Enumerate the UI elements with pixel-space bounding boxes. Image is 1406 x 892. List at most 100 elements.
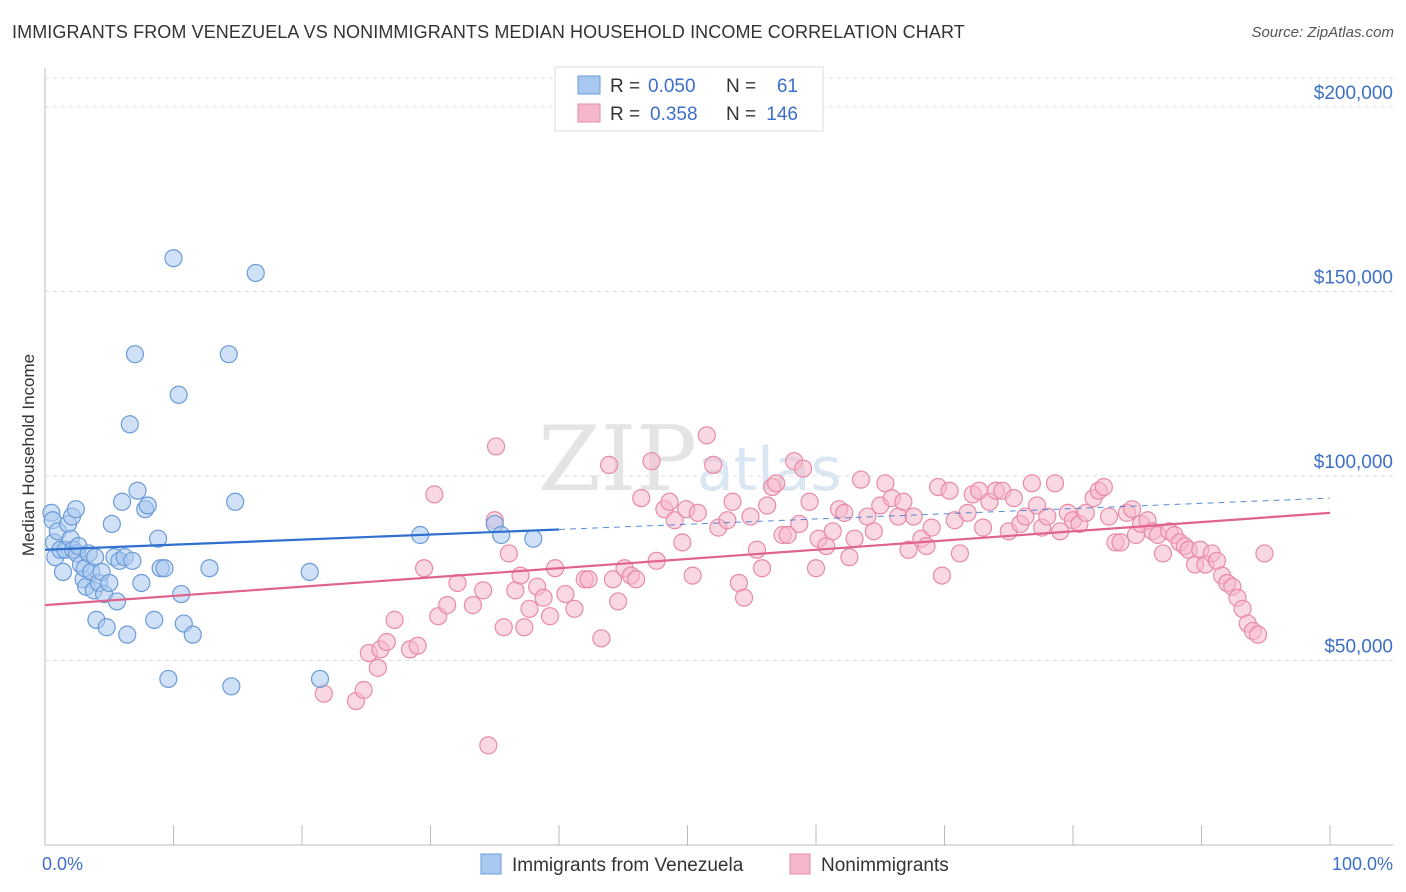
y-tick-label-3: $200,000: [1314, 83, 1393, 104]
nonimmigrants-point-73: [823, 522, 842, 541]
bottom-legend-label-nonimmigrants: Nonimmigrants: [821, 855, 949, 876]
venezuela-point-37: [123, 551, 142, 570]
legend-r-label-1: R =: [610, 76, 640, 97]
legend-n-value-2: 146: [766, 104, 798, 125]
venezuela-point-62: [492, 525, 511, 545]
nonimmigrants-point-119: [1094, 477, 1113, 497]
venezuela-point-48: [164, 249, 183, 268]
nonimmigrants-point-120: [1099, 507, 1119, 526]
y-tick-label-2: $150,000: [1314, 267, 1393, 288]
legend-n-value-1: 61: [777, 76, 798, 97]
legend-n-label-2: N =: [726, 104, 756, 125]
nonimmigrants-point-33: [579, 570, 598, 589]
nonimmigrants-point-99: [973, 518, 993, 537]
nonimmigrants-point-95: [950, 544, 970, 563]
nonimmigrants-point-6: [377, 632, 396, 652]
venezuela-point-58: [300, 562, 319, 582]
nonimmigrants-point-41: [632, 488, 651, 508]
nonimmigrants-point-28: [540, 607, 560, 626]
venezuela-point-59: [310, 669, 330, 689]
nonimmigrants-point-10: [414, 559, 434, 578]
series-nonimmigrants: [314, 426, 1274, 755]
legend-n-label-1: N =: [726, 76, 756, 97]
venezuela-point-49: [169, 385, 188, 404]
nonimmigrants-point-21: [499, 544, 518, 563]
y-tick-label-1: $100,000: [1314, 452, 1393, 473]
nonimmigrants-point-116: [1076, 503, 1095, 522]
venezuela-point-28: [100, 573, 119, 593]
nonimmigrants-point-15: [463, 596, 483, 615]
nonimmigrants-point-51: [697, 426, 716, 445]
nonimmigrants-point-148: [1248, 625, 1268, 644]
nonimmigrants-point-50: [688, 503, 707, 522]
nonimmigrants-point-69: [800, 492, 819, 511]
nonimmigrants-point-68: [794, 459, 813, 478]
series-legend: Immigrants from Venezuela Nonimmigrants: [480, 853, 949, 876]
bottom-legend-label-venezuela: Immigrants from Venezuela: [512, 855, 744, 876]
nonimmigrants-point-80: [864, 522, 883, 541]
nonimmigrants-point-90: [922, 518, 941, 537]
nonimmigrants-point-9: [408, 636, 427, 655]
venezuela-point-27: [97, 618, 116, 637]
nonimmigrants-point-31: [565, 599, 584, 618]
nonimmigrants-point-59: [747, 540, 766, 559]
nonimmigrants-point-42: [642, 452, 661, 471]
nonimmigrants-point-70: [806, 559, 826, 578]
venezuela-point-56: [226, 492, 245, 511]
venezuela-point-52: [183, 625, 202, 644]
x-tick-label-0: 0.0%: [42, 854, 83, 874]
nonimmigrants-point-19: [486, 437, 506, 456]
legend-swatch-venezuela: [577, 75, 601, 95]
venezuela-point-35: [118, 625, 137, 644]
series-venezuela: [42, 249, 543, 696]
nonimmigrants-point-52: [704, 455, 723, 474]
axes: [44, 68, 1393, 846]
venezuela-point-38: [125, 345, 145, 364]
venezuela-point-40: [132, 573, 151, 593]
venezuela-point-43: [145, 610, 164, 629]
nonimmigrants-point-86: [899, 540, 918, 559]
nonimmigrants-point-122: [1111, 533, 1130, 552]
legend-r-value-2: 0.358: [650, 104, 698, 125]
nonimmigrants-point-61: [758, 496, 777, 515]
trend-lines: [44, 497, 1331, 607]
venezuela-point-55: [222, 677, 241, 696]
venezuela-point-6: [53, 562, 73, 582]
y-tick-labels: $50,000 $100,000 $150,000 $200,000: [1314, 83, 1393, 658]
bottom-legend-swatch-venezuela: [480, 853, 502, 875]
venezuela-point-12: [66, 500, 85, 519]
nonimmigrants-point-58: [741, 507, 760, 526]
nonimmigrants-point-87: [904, 507, 923, 526]
nonimmigrants-point-17: [479, 736, 498, 755]
nonimmigrants-point-106: [1016, 507, 1035, 526]
grid-lines: [45, 77, 1393, 661]
nonimmigrants-point-60: [752, 559, 772, 578]
nonimmigrants-point-27: [534, 588, 553, 607]
venezuela-point-29: [102, 514, 121, 534]
nonimmigrants-point-78: [851, 470, 871, 489]
nonimmigrants-point-4: [368, 658, 387, 677]
nonimmigrants-point-11: [425, 485, 444, 504]
nonimmigrants-point-111: [1045, 474, 1065, 493]
correlation-legend: R = 0.050 N = 61 R = 0.358 N = 146: [554, 66, 824, 132]
chart-source: Source: ZipAtlas.com: [1251, 24, 1394, 41]
nonimmigrants-point-45: [660, 492, 679, 511]
x-tick-label-1: 100.0%: [1332, 854, 1393, 874]
trend-line-venezuela-extension: [558, 497, 1331, 530]
nonimmigrants-point-20: [494, 618, 513, 637]
nonimmigrants-point-124: [1123, 500, 1142, 519]
nonimmigrants-point-93: [940, 481, 959, 500]
venezuela-point-46: [155, 559, 174, 578]
nonimmigrants-point-54: [718, 511, 737, 530]
nonimmigrants-point-25: [520, 599, 539, 618]
nonimmigrants-point-67: [790, 514, 809, 534]
venezuela-point-47: [159, 669, 178, 689]
venezuela-point-33: [112, 492, 132, 511]
nonimmigrants-point-2: [354, 680, 373, 700]
nonimmigrants-point-34: [592, 629, 611, 648]
y-axis-title: Median Household Income: [19, 354, 38, 556]
nonimmigrants-point-40: [626, 570, 646, 589]
venezuela-point-63: [524, 529, 543, 548]
legend-swatch-nonimmigrants: [577, 103, 601, 123]
